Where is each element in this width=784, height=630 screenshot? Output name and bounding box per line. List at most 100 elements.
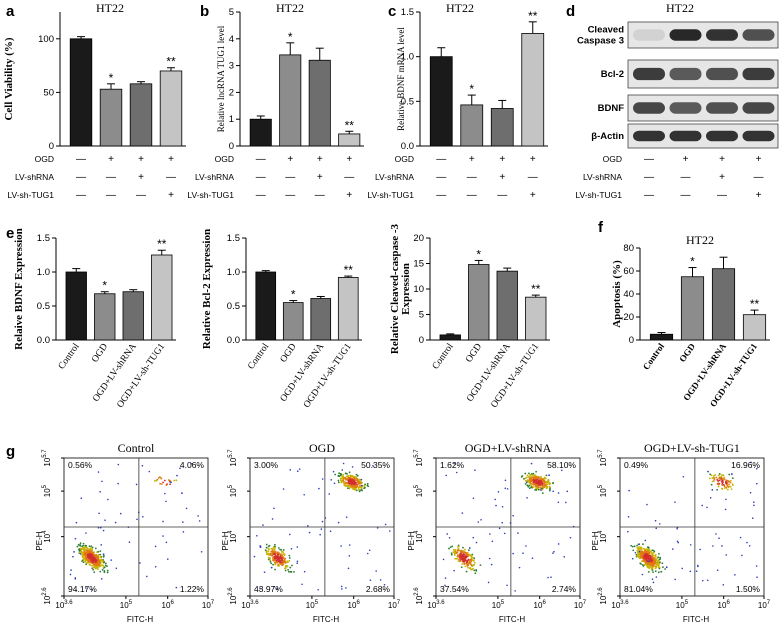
flow-plot-title: OGD+LV-shRNA — [465, 441, 552, 455]
flow-event-dot — [468, 553, 470, 556]
condition-label-c: OGD — [395, 154, 414, 164]
x-tick-exponent: 7 — [767, 600, 771, 606]
flow-event-dot — [470, 558, 473, 561]
flow-event-dot — [148, 470, 151, 473]
flow-event-dot — [644, 549, 646, 552]
quadrant-ll-percent: 81.04% — [624, 584, 653, 594]
blot-condition-sign: + — [756, 190, 762, 201]
flow-event-dot — [154, 479, 156, 482]
y-axis-label: PE-H — [35, 531, 44, 550]
flow-event-dot — [86, 550, 89, 553]
flow-event-dot — [95, 567, 98, 570]
condition-sign-b: + — [346, 190, 352, 201]
blot-band — [669, 67, 702, 81]
significance-star-e3: ** — [531, 282, 541, 296]
condition-sign-b: + — [346, 154, 352, 165]
flow-event-dot — [268, 552, 270, 555]
flow-event-dot — [296, 560, 299, 563]
blot-condition-sign: + — [683, 154, 689, 165]
y-tick-label-a: 0 — [49, 141, 54, 152]
flow-event-dot — [662, 566, 664, 568]
flow-event-dot — [648, 564, 650, 567]
flow-event-dot — [477, 521, 480, 523]
flow-event-dot — [535, 470, 538, 473]
flow-event-dot — [319, 533, 321, 536]
flow-event-dot — [88, 548, 91, 551]
flow-event-dot — [540, 478, 543, 481]
flow-event-dot — [179, 467, 181, 470]
chart-title-f: HT22 — [686, 233, 714, 247]
significance-star-c: * — [469, 82, 474, 96]
flow-event-dot — [523, 477, 525, 480]
y-tick-label-e3: 10 — [413, 284, 424, 295]
flow-event-dot — [654, 570, 657, 573]
y-tick-exponent: 4 — [598, 530, 604, 534]
bar-e3 — [439, 334, 461, 341]
flow-event-dot — [460, 558, 463, 561]
flow-event-dot — [103, 570, 106, 572]
flow-event-dot — [82, 561, 85, 564]
flow-event-dot — [269, 560, 272, 563]
flow-event-dot — [91, 567, 93, 569]
flow-event-dot — [280, 550, 283, 553]
flow-event-dot — [653, 557, 656, 560]
flow-event-dot — [307, 525, 309, 527]
blot-label: β-Actin — [591, 131, 624, 142]
flow-event-dot — [636, 555, 639, 557]
flow-event-dot — [303, 570, 306, 573]
flow-event-dot — [74, 577, 77, 579]
flow-event-dot — [349, 476, 352, 479]
flow-event-dot — [454, 551, 457, 554]
y-tick-label-f: 80 — [623, 243, 634, 254]
flow-event-dot — [286, 561, 289, 563]
flow-event-dot — [104, 519, 106, 521]
significance-star-e1: ** — [157, 237, 167, 251]
flow-event-dot — [366, 552, 369, 555]
flow-event-dot — [504, 487, 507, 490]
flow-event-dot — [644, 539, 647, 542]
flow-event-dot — [755, 467, 758, 470]
chart-e1: 0.0 0.5 1.0 1.5 Relaive BDNF Expression Contr… — [13, 228, 176, 410]
flow-event-dot — [274, 568, 276, 571]
flow-event-dot — [159, 482, 162, 485]
flow-event-dot — [97, 565, 100, 568]
flow-event-dot — [259, 587, 261, 590]
quadrant-lr-percent: 2.68% — [366, 584, 391, 594]
flow-event-dot — [526, 474, 529, 477]
flow-event-dot — [103, 566, 106, 569]
flow-event-dot — [532, 486, 535, 488]
x-tick-exponent: 6 — [542, 600, 546, 606]
flow-event-dot — [345, 475, 348, 478]
flow-event-dot — [337, 521, 340, 524]
flow-event-dot — [557, 543, 560, 545]
flow-event-dot — [97, 553, 100, 556]
flow-event-dot — [453, 569, 455, 572]
flow-plot-1: OGD 3.00% 50.35% 43.97% 2.68% 103.6 105 106 107 F… — [221, 441, 401, 624]
bar-b — [249, 118, 272, 147]
x-tick-exponent: 3.6 — [620, 600, 629, 606]
flow-event-dot — [444, 577, 447, 579]
flow-event-dot — [100, 578, 103, 580]
flow-event-dot — [753, 501, 755, 504]
flow-event-dot — [347, 480, 350, 483]
y-tick-exponent: 5.7 — [598, 449, 604, 458]
y-axis-label-e3: Expression — [400, 263, 412, 315]
flow-event-dot — [638, 552, 641, 555]
y-tick-label-e1: 1.0 — [37, 267, 50, 278]
flow-event-dot — [265, 550, 268, 553]
flow-event-dot — [274, 553, 276, 555]
flow-event-dot — [546, 486, 549, 489]
flow-event-dot — [644, 561, 647, 563]
flow-event-dot — [340, 545, 342, 547]
flow-event-dot — [303, 493, 305, 496]
flow-event-dot — [652, 560, 655, 563]
condition-sign-c: — — [436, 172, 446, 183]
flow-event-dot — [141, 516, 144, 518]
y-tick-exponent: 5 — [228, 484, 234, 488]
flow-event-dot — [637, 555, 640, 558]
flow-event-dot — [552, 490, 554, 493]
flow-event-dot — [97, 550, 100, 553]
flow-event-dot — [356, 481, 359, 484]
y-tick-label: 104 — [414, 530, 424, 543]
